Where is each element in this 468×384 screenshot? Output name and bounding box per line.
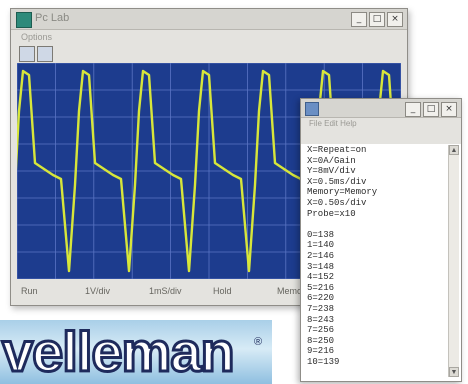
listing-line: 6=220 [307, 293, 335, 304]
list-app-icon [305, 102, 319, 116]
list-maximize-button[interactable]: □ [423, 102, 439, 117]
listing-line: X=0.50s/div [307, 197, 367, 208]
window-title: Pc Lab [35, 12, 70, 24]
status-memory[interactable]: Memory [277, 286, 310, 296]
settings-icon[interactable] [37, 46, 53, 62]
listing-line: 8=250 [307, 335, 335, 346]
listing-line: 9=216 [307, 346, 335, 357]
close-button[interactable]: × [387, 12, 403, 27]
scroll-down-icon[interactable]: ▼ [449, 367, 459, 377]
maximize-button[interactable]: □ [369, 12, 385, 27]
list-toolbar [301, 130, 461, 144]
data-listing-window: _ □ × File Edit Help X=Repeat=on X=0A/Gai… [300, 98, 462, 382]
list-minimize-button[interactable]: _ [405, 102, 421, 117]
vertical-scrollbar[interactable]: ▲ ▼ [448, 145, 459, 377]
listing-line: 1=140 [307, 240, 335, 251]
title-bar[interactable]: Pc Lab _ □ × [11, 9, 407, 30]
status-run[interactable]: Run [21, 286, 38, 296]
save-icon[interactable] [19, 46, 35, 62]
listing-line: Y=8mV/div [307, 166, 356, 177]
list-close-button[interactable]: × [441, 102, 457, 117]
status-time-div[interactable]: 1mS/div [149, 286, 182, 296]
waveform-trace [17, 69, 401, 273]
status-volts-div[interactable]: 1V/div [85, 286, 111, 296]
listing-line: 4=152 [307, 272, 335, 283]
data-listing[interactable]: X=Repeat=on X=0A/Gain Y=8mV/div X=0.5ms/div… [307, 145, 439, 367]
listing-line: 7=256 [307, 325, 335, 336]
app-icon [16, 12, 32, 28]
status-hold[interactable]: Hold [213, 286, 232, 296]
list-title-bar[interactable]: _ □ × [301, 99, 461, 118]
velleman-logo: velleman ® [0, 320, 272, 384]
listing-line: 5=216 [307, 282, 335, 293]
listing-line: 3=148 [307, 261, 335, 272]
list-menu[interactable]: File Edit Help [301, 118, 461, 130]
listing-line: X=0A/Gain [307, 155, 356, 166]
listing-line: Memory=Memory [307, 187, 378, 198]
minimize-button[interactable]: _ [351, 12, 367, 27]
toolbar [11, 44, 407, 62]
listing-line: Probe=x10 [307, 208, 356, 219]
listing-line: X=0.5ms/div [307, 176, 367, 187]
listing-line: 8=243 [307, 314, 335, 325]
listing-line [307, 219, 439, 230]
listing-line: 0=138 [307, 229, 335, 240]
scroll-up-icon[interactable]: ▲ [449, 145, 459, 155]
listing-line: X=Repeat=on [307, 145, 367, 155]
listing-line: 10=139 [307, 356, 340, 367]
registered-mark: ® [254, 336, 263, 348]
listing-line: 2=146 [307, 250, 335, 261]
menu-options[interactable]: Options [21, 32, 53, 42]
logo-text: velleman [1, 320, 237, 383]
listing-line: 7=238 [307, 303, 335, 314]
